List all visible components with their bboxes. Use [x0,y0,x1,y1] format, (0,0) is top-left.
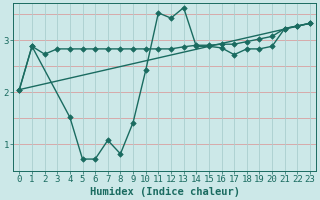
X-axis label: Humidex (Indice chaleur): Humidex (Indice chaleur) [90,186,240,197]
